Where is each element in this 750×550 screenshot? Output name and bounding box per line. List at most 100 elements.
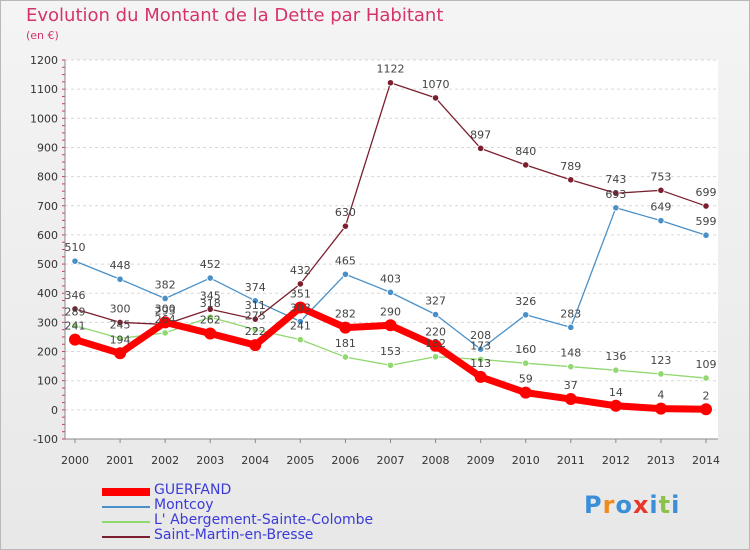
data-label: 311 <box>245 299 266 312</box>
data-label: 4 <box>657 389 664 402</box>
data-point <box>116 318 124 326</box>
proxiti-logo: Proxiti <box>584 491 680 519</box>
data-label: 222 <box>245 325 266 338</box>
data-point <box>522 311 530 319</box>
data-label: 630 <box>335 206 356 219</box>
data-point <box>702 374 710 382</box>
data-label: 693 <box>605 188 626 201</box>
chart-legend: GUERFAND Montcoy L' Abergement-Sainte-Colo… <box>102 482 502 544</box>
data-point <box>71 257 79 265</box>
logo-letter: P <box>584 491 603 519</box>
data-label: 351 <box>290 288 311 301</box>
data-point <box>341 222 350 230</box>
y-tick-label: 800 <box>37 171 58 184</box>
data-point <box>612 366 620 374</box>
data-point <box>386 288 395 296</box>
data-label: 300 <box>155 302 176 315</box>
x-tick-label: 2001 <box>106 454 134 467</box>
x-tick-label: 2010 <box>512 454 540 467</box>
x-tick-label: 2013 <box>647 454 675 467</box>
data-point <box>431 94 440 102</box>
data-label: 510 <box>65 241 86 254</box>
chart-title: Evolution du Montant de la Dette par Hab… <box>26 5 444 26</box>
data-point <box>386 361 395 369</box>
data-label: 14 <box>609 386 623 399</box>
data-point <box>249 339 262 352</box>
data-label: 264 <box>155 313 176 326</box>
data-point <box>71 305 79 313</box>
data-label: 303 <box>290 302 311 315</box>
data-label: 173 <box>470 339 491 352</box>
data-point <box>564 393 577 406</box>
y-tick-label: 0 <box>51 404 58 417</box>
x-tick-label: 2004 <box>241 454 269 467</box>
data-label: 59 <box>519 373 533 386</box>
data-point <box>161 294 169 303</box>
data-point <box>429 339 442 352</box>
data-label: 374 <box>245 281 266 294</box>
x-tick-label: 2000 <box>61 454 89 467</box>
data-label: 465 <box>335 254 356 267</box>
data-label: 300 <box>110 302 131 315</box>
data-point <box>204 327 217 340</box>
data-point <box>431 353 440 361</box>
data-label: 649 <box>650 201 671 214</box>
data-label: 318 <box>200 297 221 310</box>
legend-label: L' Abergement-Sainte-Colombe <box>154 512 374 528</box>
data-point <box>702 231 710 239</box>
data-point <box>477 345 485 353</box>
data-point <box>206 313 214 321</box>
data-point <box>567 363 575 371</box>
data-point <box>116 275 124 283</box>
x-tick-label: 2003 <box>196 454 224 467</box>
x-tick-label: 2007 <box>377 454 405 467</box>
data-point <box>567 323 575 331</box>
data-label: 290 <box>380 305 401 318</box>
data-label: 753 <box>650 170 671 183</box>
data-point <box>612 189 620 197</box>
data-label: 699 <box>696 186 717 199</box>
data-point <box>206 305 214 313</box>
data-label: 275 <box>245 310 266 323</box>
data-label: 245 <box>110 318 131 331</box>
legend-item: L' Abergement-Sainte-Colombe <box>102 512 502 529</box>
data-label: 1122 <box>377 63 405 76</box>
logo-letter: i <box>649 491 659 519</box>
y-tick-label: 700 <box>37 200 58 213</box>
data-point <box>161 329 169 337</box>
data-label: 148 <box>560 347 581 360</box>
data-label: 289 <box>65 306 86 319</box>
data-label: 448 <box>110 259 131 272</box>
data-label: 160 <box>515 343 536 356</box>
data-point <box>251 326 259 334</box>
x-tick-label: 2009 <box>467 454 495 467</box>
data-point <box>296 317 304 326</box>
data-point <box>341 270 350 278</box>
data-point <box>384 319 397 332</box>
data-label: 1070 <box>422 78 450 91</box>
data-point <box>339 321 352 334</box>
data-label: 282 <box>335 308 356 321</box>
data-point <box>206 274 214 282</box>
legend-swatch <box>102 521 150 523</box>
data-label: 136 <box>605 350 626 363</box>
x-tick-label: 2006 <box>331 454 359 467</box>
x-tick-label: 2002 <box>151 454 179 467</box>
y-tick-label: 1000 <box>30 112 58 125</box>
data-label: 241 <box>65 320 86 333</box>
data-point <box>474 370 487 383</box>
data-label: 403 <box>380 272 401 285</box>
y-tick-label: -100 <box>33 433 58 446</box>
data-label: 220 <box>425 326 446 339</box>
logo-letter: o <box>615 491 633 519</box>
data-point <box>700 403 712 416</box>
data-point <box>251 315 259 323</box>
legend-label: Saint-Martin-en-Bresse <box>154 527 314 543</box>
data-label: 2 <box>703 389 710 402</box>
data-point <box>657 217 665 225</box>
data-label: 432 <box>290 264 311 277</box>
data-label: 262 <box>200 313 221 326</box>
data-label: 840 <box>515 145 536 158</box>
data-label: 123 <box>650 354 671 367</box>
